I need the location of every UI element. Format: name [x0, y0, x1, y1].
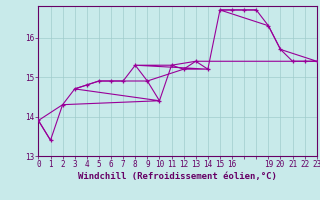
- X-axis label: Windchill (Refroidissement éolien,°C): Windchill (Refroidissement éolien,°C): [78, 172, 277, 181]
